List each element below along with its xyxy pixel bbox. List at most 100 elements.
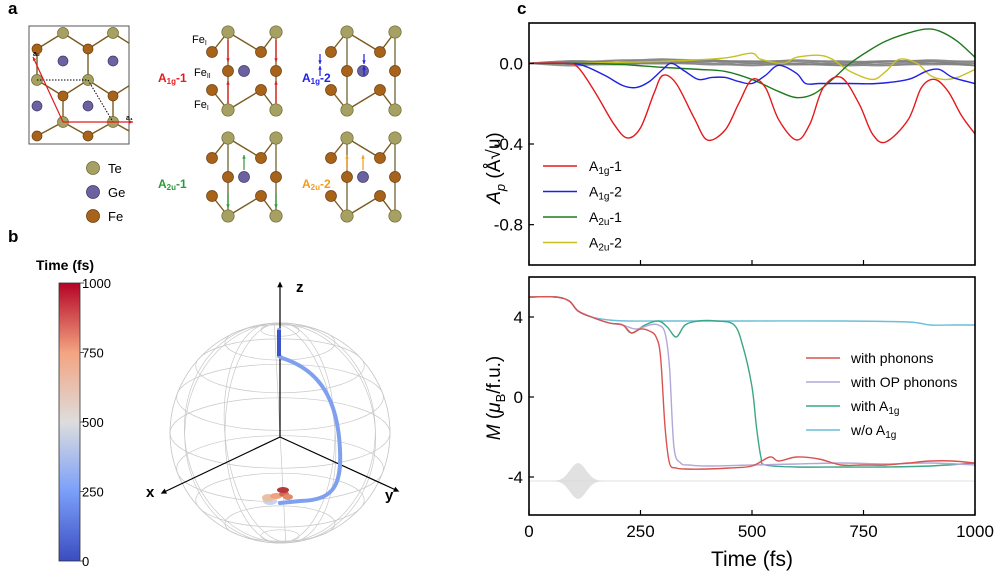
te-atom xyxy=(269,103,283,117)
laser-pulse xyxy=(529,463,632,499)
legend-ge-swatch xyxy=(86,185,100,199)
fe-atom xyxy=(341,65,353,77)
bloch-sphere: z x y xyxy=(146,279,400,544)
fe-atom xyxy=(389,171,401,183)
chart-phonon-amplitude: 0.0 -0.4 -0.8 Ap (Å√u) A1g-1 A1g-2 A2u-1 A2u-2 xyxy=(484,22,976,266)
arrowhead xyxy=(392,486,400,492)
legend: with phonons with OP phonons with A1g w/o A… xyxy=(806,350,957,441)
spin-trajectory-late xyxy=(277,487,289,493)
fe-atom xyxy=(31,130,43,142)
fe-atom xyxy=(255,152,267,164)
latitude-circle xyxy=(195,472,365,528)
fe-atom xyxy=(57,90,69,102)
unit-cell-outline xyxy=(37,79,114,123)
lattice-vector-a2-label: a₂ xyxy=(33,51,40,58)
ge-atom xyxy=(57,55,69,67)
phonon-mode-diagrams xyxy=(206,25,402,223)
te-atom xyxy=(269,209,283,223)
arrowhead xyxy=(32,57,37,61)
mode-label-a1g-1: A1g-1 xyxy=(158,71,187,86)
fe-atom xyxy=(255,84,267,96)
site-label-fe2: FeII xyxy=(194,67,211,80)
series-line-w-o-a1g xyxy=(529,296,975,326)
te-atom xyxy=(221,131,235,145)
ge-atom xyxy=(238,171,250,183)
arrowhead xyxy=(242,155,246,159)
fe-atom xyxy=(325,152,337,164)
x-tick-label: 1000 xyxy=(956,522,994,541)
legend-ge-label: Ge xyxy=(108,185,125,200)
ge-atom xyxy=(357,65,369,77)
legend-te-swatch xyxy=(86,161,100,175)
arrowhead xyxy=(160,488,168,494)
fe-atom xyxy=(341,171,353,183)
x-axis-label: x xyxy=(146,484,155,501)
fe-atom xyxy=(389,65,401,77)
legend-item: with OP phonons xyxy=(806,374,957,390)
z-axis-label: z xyxy=(296,279,304,296)
series-line-a1g-2 xyxy=(529,62,975,89)
y-tick-label: -0.8 xyxy=(494,216,523,235)
fe-atom xyxy=(222,171,234,183)
x-tick-label: 750 xyxy=(849,522,877,541)
fe-atom xyxy=(325,46,337,58)
longitude-circle xyxy=(183,322,377,544)
sphere-axes xyxy=(160,281,400,494)
mode-diagram-a2u-1 xyxy=(206,131,283,223)
colorbar-tick-label: 250 xyxy=(82,485,104,500)
mode-diagram-a1g-2 xyxy=(318,25,402,117)
x-tick-label: 0 xyxy=(524,522,533,541)
panel-a-crystal-structure: a₁ a₂ Te Ge Fe A1g-1 A1g-2 A2u-1 A2u-2 Fe… xyxy=(28,25,402,224)
spin-trajectory-late xyxy=(283,494,293,500)
legend-item: A2u-2 xyxy=(543,235,622,254)
fe-atom xyxy=(255,46,267,58)
colorbar-title: Time (fs) xyxy=(36,257,94,273)
fe-atom xyxy=(270,65,282,77)
latitude-circle xyxy=(260,529,300,543)
legend-label: with A1g xyxy=(850,398,899,417)
arrowhead xyxy=(274,81,278,85)
te-atom xyxy=(221,103,235,117)
y-tick-label: -0.4 xyxy=(494,135,523,154)
arrowhead xyxy=(361,155,365,159)
y-axis-label: y xyxy=(385,487,394,504)
colorbar-tick-label: 1000 xyxy=(82,276,111,291)
fe-atom xyxy=(206,84,218,96)
plot-area xyxy=(529,296,975,499)
lattice-atoms xyxy=(31,27,143,142)
ge-atom xyxy=(357,171,369,183)
legend-item: with phonons xyxy=(806,350,934,366)
te-atom xyxy=(388,25,402,39)
legend-te-label: Te xyxy=(108,161,122,176)
site-label-fe1-top: FeI xyxy=(192,34,207,47)
plot-frame xyxy=(528,276,976,516)
spin-trajectory-late xyxy=(270,493,282,499)
chart-magnetization: 0 250 500 750 1000 4 0 -4 Time (fs) M (μB/f.u.) wi… xyxy=(484,276,994,571)
te-atom xyxy=(388,209,402,223)
legend-label: A1g-2 xyxy=(589,184,622,203)
legend-label: with phonons xyxy=(850,350,934,366)
colorbar-tick-label: 0 xyxy=(82,554,89,569)
fe-atom xyxy=(82,130,94,142)
legend-label: A2u-2 xyxy=(589,235,622,254)
fe-atom xyxy=(374,84,386,96)
ge-atom xyxy=(31,100,43,112)
colorbar xyxy=(58,282,81,562)
series-line-a1g-1 xyxy=(529,62,975,144)
atom-legend: Te Ge Fe xyxy=(86,161,125,224)
legend-label: with OP phonons xyxy=(850,374,957,390)
mode-diagram-a1g-1 xyxy=(206,25,283,117)
fe-atom xyxy=(374,152,386,164)
longitude-circle xyxy=(184,322,376,544)
arrowhead xyxy=(362,60,366,64)
legend-label: A1g-1 xyxy=(589,158,622,177)
lattice-vector-a1-label: a₁ xyxy=(126,115,133,122)
legend-item: A2u-1 xyxy=(543,209,622,228)
panel-letter-c: c xyxy=(517,0,526,18)
mode-label-a1g-2: A1g-2 xyxy=(302,71,331,86)
legend-fe-swatch xyxy=(86,209,100,223)
te-atom xyxy=(269,131,283,145)
ge-atom xyxy=(133,101,143,111)
te-atom xyxy=(388,103,402,117)
